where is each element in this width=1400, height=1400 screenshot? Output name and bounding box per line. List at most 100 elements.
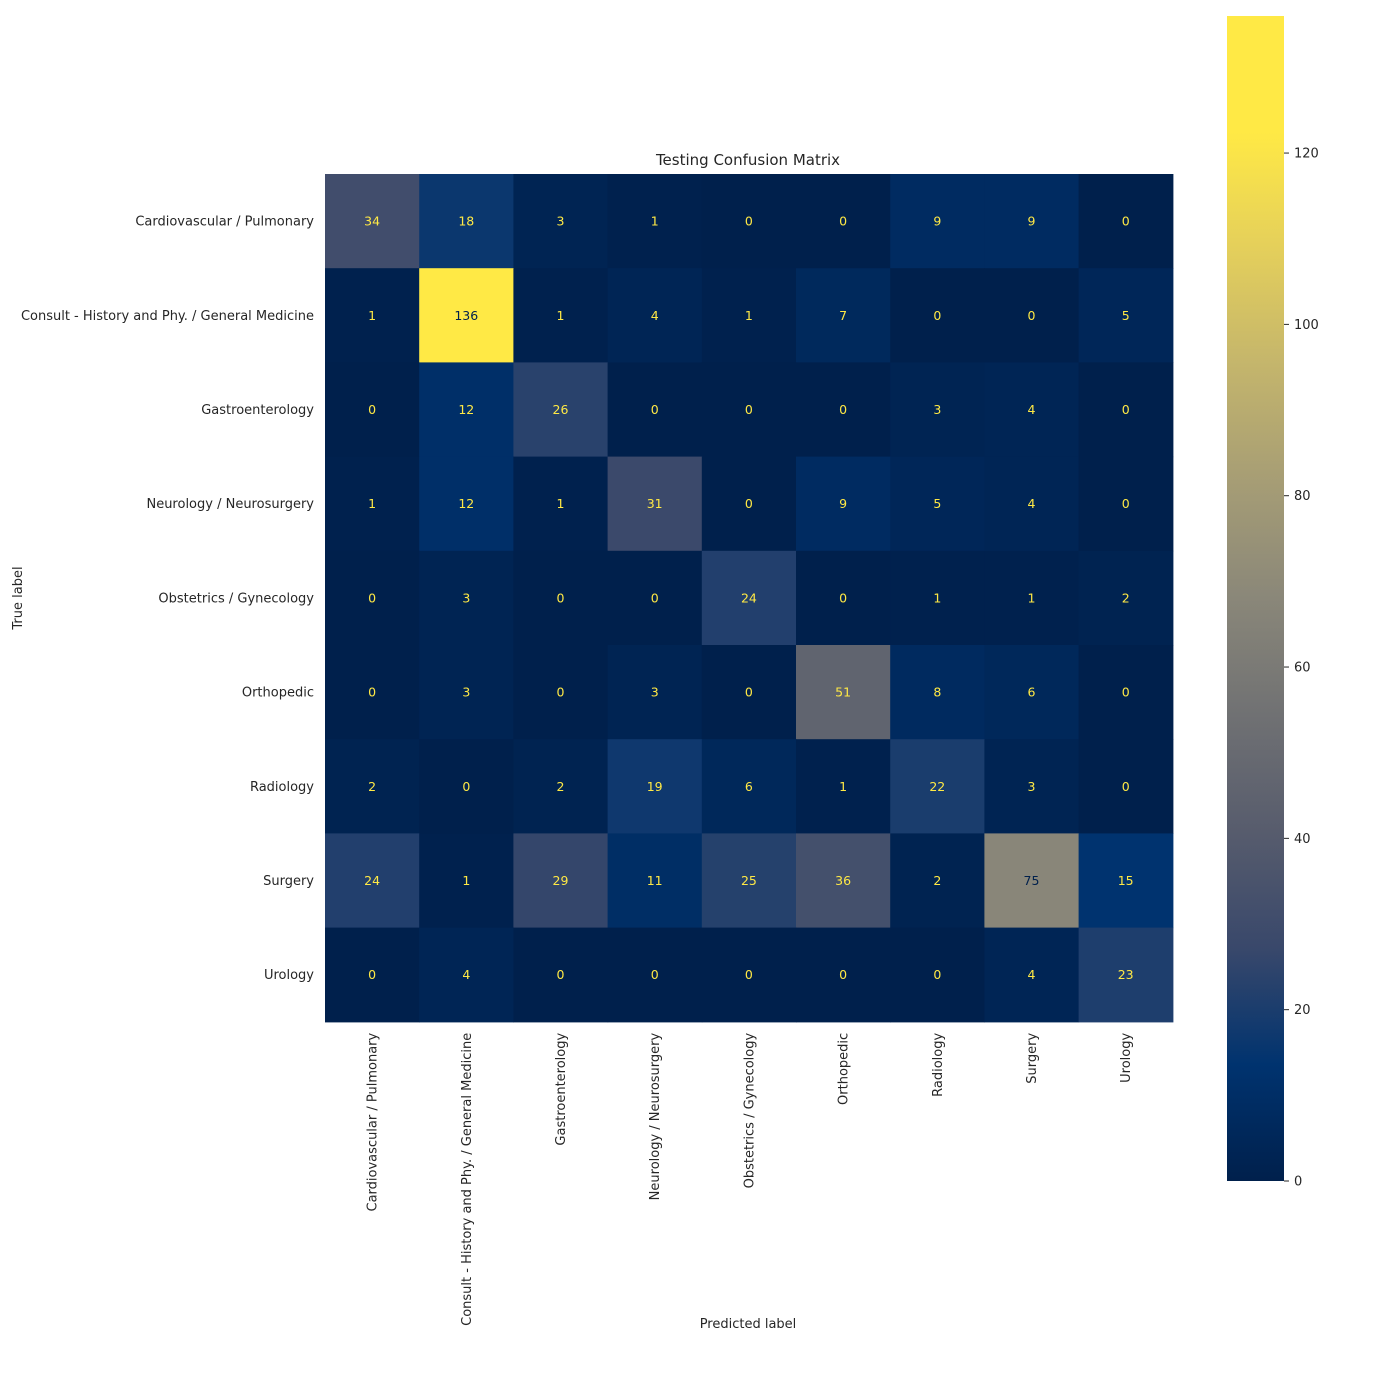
heatmap-cell [984, 833, 1080, 929]
heatmap-cell [796, 174, 891, 269]
heatmap-cell [607, 456, 703, 552]
cell-value-label: 0 [745, 214, 753, 229]
cell-value-label: 1 [651, 214, 659, 229]
heatmap-cell [607, 550, 703, 646]
heatmap-cell [701, 268, 797, 363]
cell-value-label: 24 [741, 590, 757, 605]
y-tick-label: Radiology [250, 780, 314, 795]
cell-value-label: 26 [553, 402, 569, 417]
cell-value-label: 29 [553, 873, 569, 888]
heatmap-cell [984, 268, 1080, 363]
heatmap-cell [419, 927, 514, 1023]
heatmap-cell [796, 927, 891, 1023]
cell-value-label: 0 [1122, 214, 1130, 229]
cell-value-label: 12 [458, 496, 474, 511]
cell-value-label: 4 [651, 308, 659, 323]
heatmap-cell [607, 362, 703, 458]
cell-value-label: 4 [462, 967, 470, 982]
cell-value-label: 0 [651, 967, 659, 982]
heatmap-cell [607, 174, 703, 269]
heatmap-cell [1078, 645, 1174, 740]
heatmap-cell [607, 645, 703, 740]
heatmap-cell [890, 174, 985, 269]
cell-value-label: 1 [745, 308, 753, 323]
heatmap-cell [607, 739, 703, 834]
heatmap-cell [701, 645, 797, 740]
colorbar-tick-label: 80 [1294, 489, 1311, 504]
heatmap-cell [419, 550, 514, 646]
heatmap-cell [325, 550, 420, 646]
cell-value-label: 0 [933, 967, 941, 982]
cell-value-label: 0 [368, 590, 376, 605]
cell-value-label: 75 [1024, 873, 1040, 888]
cell-value-label: 4 [1028, 496, 1036, 511]
heatmap-cell [513, 645, 609, 740]
heatmap-cell [419, 739, 514, 834]
cell-value-label: 19 [647, 779, 663, 794]
heatmap-cell [890, 645, 985, 740]
cell-value-label: 9 [933, 214, 941, 229]
x-tick-label: Consult - History and Phy. / General Med… [460, 1033, 475, 1326]
heatmap-cell [419, 174, 514, 269]
cell-value-label: 3 [651, 685, 659, 700]
cell-value-label: 0 [745, 967, 753, 982]
cell-value-label: 0 [557, 685, 565, 700]
cell-value-label: 5 [933, 496, 941, 511]
heatmap-cell [701, 456, 797, 552]
cell-value-label: 9 [1028, 214, 1036, 229]
cell-value-label: 0 [1122, 496, 1130, 511]
heatmap-cell [890, 456, 985, 552]
cell-value-label: 2 [1122, 590, 1130, 605]
heatmap-cell [419, 456, 514, 552]
cell-value-label: 3 [933, 402, 941, 417]
x-tick-label: Neurology / Neurosurgery [648, 1033, 663, 1201]
cell-value-label: 25 [741, 873, 757, 888]
cell-value-label: 4 [1028, 402, 1036, 417]
colorbar-tick-label: 0 [1294, 1175, 1302, 1190]
cell-value-label: 6 [745, 779, 753, 794]
cell-value-label: 2 [933, 873, 941, 888]
x-tick-label: Surgery [1025, 1033, 1040, 1084]
cell-value-label: 12 [458, 402, 474, 417]
cell-value-label: 24 [364, 873, 380, 888]
heatmap-cell [1078, 550, 1174, 646]
heatmap-cell [984, 739, 1080, 834]
heatmap-cell [325, 927, 420, 1023]
cell-value-label: 0 [839, 967, 847, 982]
cell-value-label: 0 [368, 685, 376, 700]
cell-value-label: 0 [557, 967, 565, 982]
heatmap-cell [607, 833, 703, 929]
x-tick-label: Cardiovascular / Pulmonary [366, 1032, 381, 1211]
y-tick-label: Surgery [263, 874, 314, 889]
colorbar-tick-label: 60 [1294, 661, 1311, 676]
heatmap-cell [890, 927, 985, 1023]
heatmap-cell [701, 174, 797, 269]
heatmap-cell [701, 362, 797, 458]
heatmap-cell [1078, 927, 1174, 1023]
cell-value-label: 18 [458, 214, 474, 229]
x-tick-label: Orthopedic [837, 1033, 852, 1105]
cell-value-label: 0 [368, 967, 376, 982]
heatmap-cell [513, 174, 609, 269]
cell-value-label: 0 [557, 590, 565, 605]
cell-annotations: 34 18 3 1 0 0 9 9 01 136 1 4 1 7 0 0 50 12 26 0 0 0 3 4 01 12 1 31 0… [364, 214, 1134, 983]
heatmap-cell [1078, 268, 1174, 363]
cell-value-label: 0 [1028, 308, 1036, 323]
heatmap-cell [890, 550, 985, 646]
heatmap-cell [701, 833, 797, 929]
heatmap-cell [513, 927, 609, 1023]
y-tick-label: Gastroenterology [201, 403, 314, 418]
cell-value-label: 0 [1122, 402, 1130, 417]
cell-value-label: 15 [1118, 873, 1134, 888]
cell-value-label: 2 [557, 779, 565, 794]
x-tick-label: Obstetrics / Gynecology [742, 1032, 757, 1188]
heatmap-cell [984, 645, 1080, 740]
heatmap-cell [419, 268, 514, 363]
heatmap-cell [984, 550, 1080, 646]
cell-value-label: 0 [745, 402, 753, 417]
cell-value-label: 31 [647, 496, 663, 511]
heatmap-cell [325, 362, 420, 458]
cell-value-label: 3 [462, 590, 470, 605]
cell-value-label: 0 [1122, 685, 1130, 700]
heatmap-cell [325, 174, 420, 269]
